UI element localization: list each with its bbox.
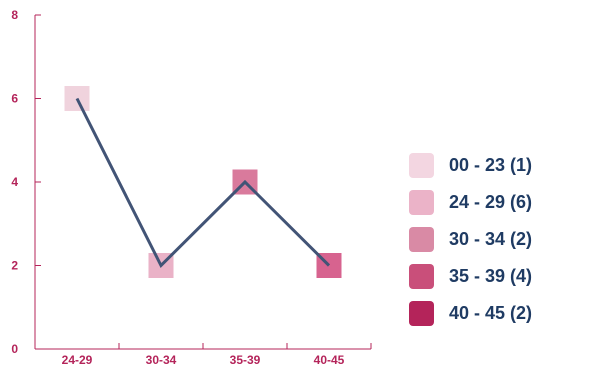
legend-label: 40 - 45 (2): [449, 303, 533, 323]
legend-swatch: [409, 190, 434, 215]
legend-label: 30 - 34 (2): [449, 229, 533, 249]
legend-swatch: [409, 227, 434, 252]
legend-label: 35 - 39 (4): [449, 266, 533, 286]
legend: 00 - 23 (1) 24 - 29 (6) 30 - 34 (2) 35 -…: [409, 147, 532, 332]
x-tick-label: 30-34: [146, 353, 177, 367]
series: [75, 97, 331, 269]
series-line: [75, 97, 331, 269]
markers: [64, 86, 342, 278]
legend-swatch: [409, 264, 434, 289]
y-tick-label: 2: [11, 259, 18, 273]
legend-label: 00 - 23 (1): [449, 155, 533, 175]
legend-item-00-23: 00 - 23 (1): [409, 147, 532, 184]
x-ticks: 24-29 30-34 35-39 40-45: [62, 343, 372, 367]
legend-swatch: [409, 301, 434, 326]
y-tick-label: 0: [11, 342, 18, 356]
legend-item-40-45: 40 - 45 (2): [409, 295, 532, 332]
legend-item-35-39: 35 - 39 (4): [409, 258, 532, 295]
x-tick-label: 24-29: [62, 353, 93, 367]
y-tick-label: 4: [11, 175, 18, 189]
x-tick-label: 40-45: [314, 353, 345, 367]
y-ticks: 0 2 4 6 8: [11, 8, 41, 356]
legend-item-30-34: 30 - 34 (2): [409, 221, 532, 258]
legend-label: 24 - 29 (6): [449, 192, 533, 212]
legend-item-24-29: 24 - 29 (6): [409, 184, 532, 221]
y-tick-label: 6: [11, 92, 18, 106]
x-tick-label: 35-39: [230, 353, 261, 367]
legend-swatch: [409, 153, 434, 178]
y-tick-label: 8: [11, 8, 18, 22]
